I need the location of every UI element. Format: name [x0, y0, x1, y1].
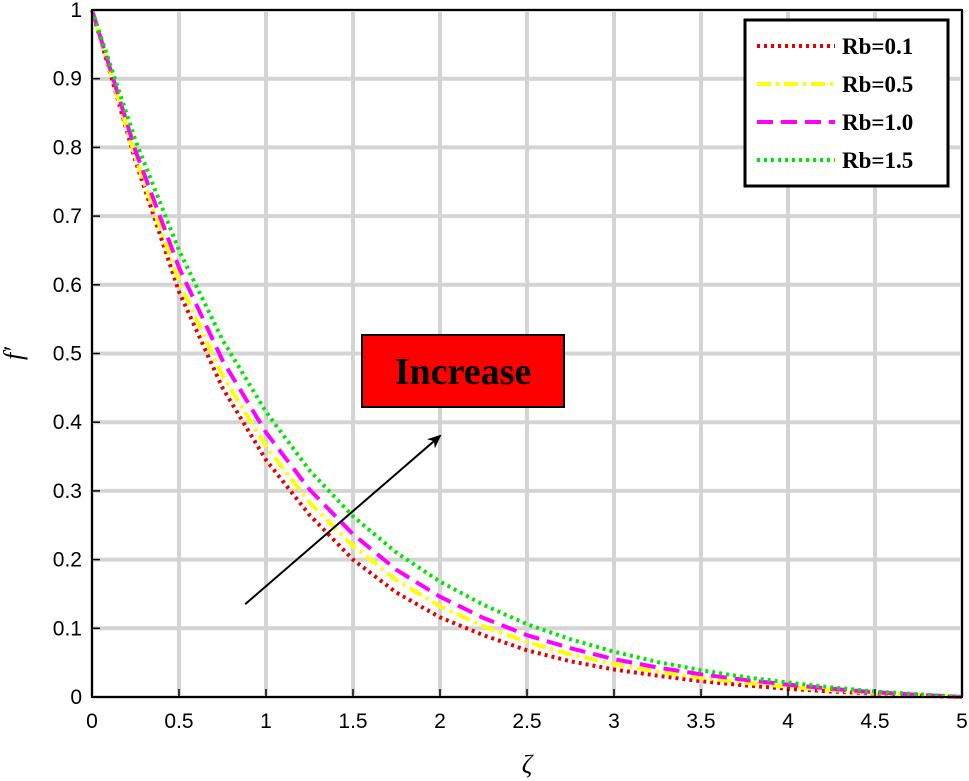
y-tick-label: 1 — [70, 0, 82, 22]
x-tick-label: 3.5 — [686, 710, 715, 733]
y-tick-label: 0 — [70, 686, 82, 709]
annotation-box — [361, 334, 565, 408]
series-group — [90, 9, 963, 699]
legend-entry-label: Rb=1.0 — [842, 110, 913, 135]
y-tick-label: 0.7 — [53, 205, 82, 228]
x-tick-label: 5 — [956, 710, 968, 733]
annotation-arrow — [244, 434, 442, 606]
x-tick-label: 4.5 — [860, 710, 889, 733]
legend: Rb=0.1 Rb=0.5 Rb=1.0 Rb=1.5 — [743, 18, 950, 188]
y-tick-label: 0.2 — [53, 549, 82, 572]
x-tick-label: 0.5 — [164, 710, 193, 733]
axis-ticks: 0 0.5 1 1.5 2 2.5 3 3.5 4 4.5 5 0 0.1 0.2 0.3 0.4 0.5 0.6… — [53, 0, 968, 733]
x-tick-label: 2.5 — [512, 710, 541, 733]
y-tick-label: 0.4 — [53, 411, 83, 434]
x-tick-label: 2 — [434, 710, 446, 733]
x-tick-label: 1.5 — [338, 710, 367, 733]
series-line-4 — [90, 9, 963, 699]
y-tick-label: 0.3 — [53, 480, 82, 503]
x-axis-label: ζ — [522, 750, 534, 779]
legend-entry-label: Rb=0.5 — [842, 72, 913, 97]
legend-entry-label: Rb=0.1 — [842, 34, 913, 59]
x-tick-label: 4 — [782, 710, 794, 733]
annotation-label: Increase — [395, 351, 532, 393]
y-tick-label: 0.6 — [53, 274, 82, 297]
y-tick-label: 0.5 — [53, 343, 82, 366]
y-tick-label: 0.8 — [53, 136, 82, 159]
legend-entry-label: Rb=1.5 — [842, 148, 913, 173]
y-tick-label: 0.1 — [53, 617, 82, 640]
y-axis-label: f′ — [0, 347, 28, 360]
y-tick-label: 0.9 — [53, 68, 82, 91]
x-tick-label: 3 — [608, 710, 620, 733]
annotation: Increase — [244, 334, 565, 606]
x-tick-label: 1 — [260, 710, 272, 733]
x-tick-label: 0 — [86, 710, 98, 733]
